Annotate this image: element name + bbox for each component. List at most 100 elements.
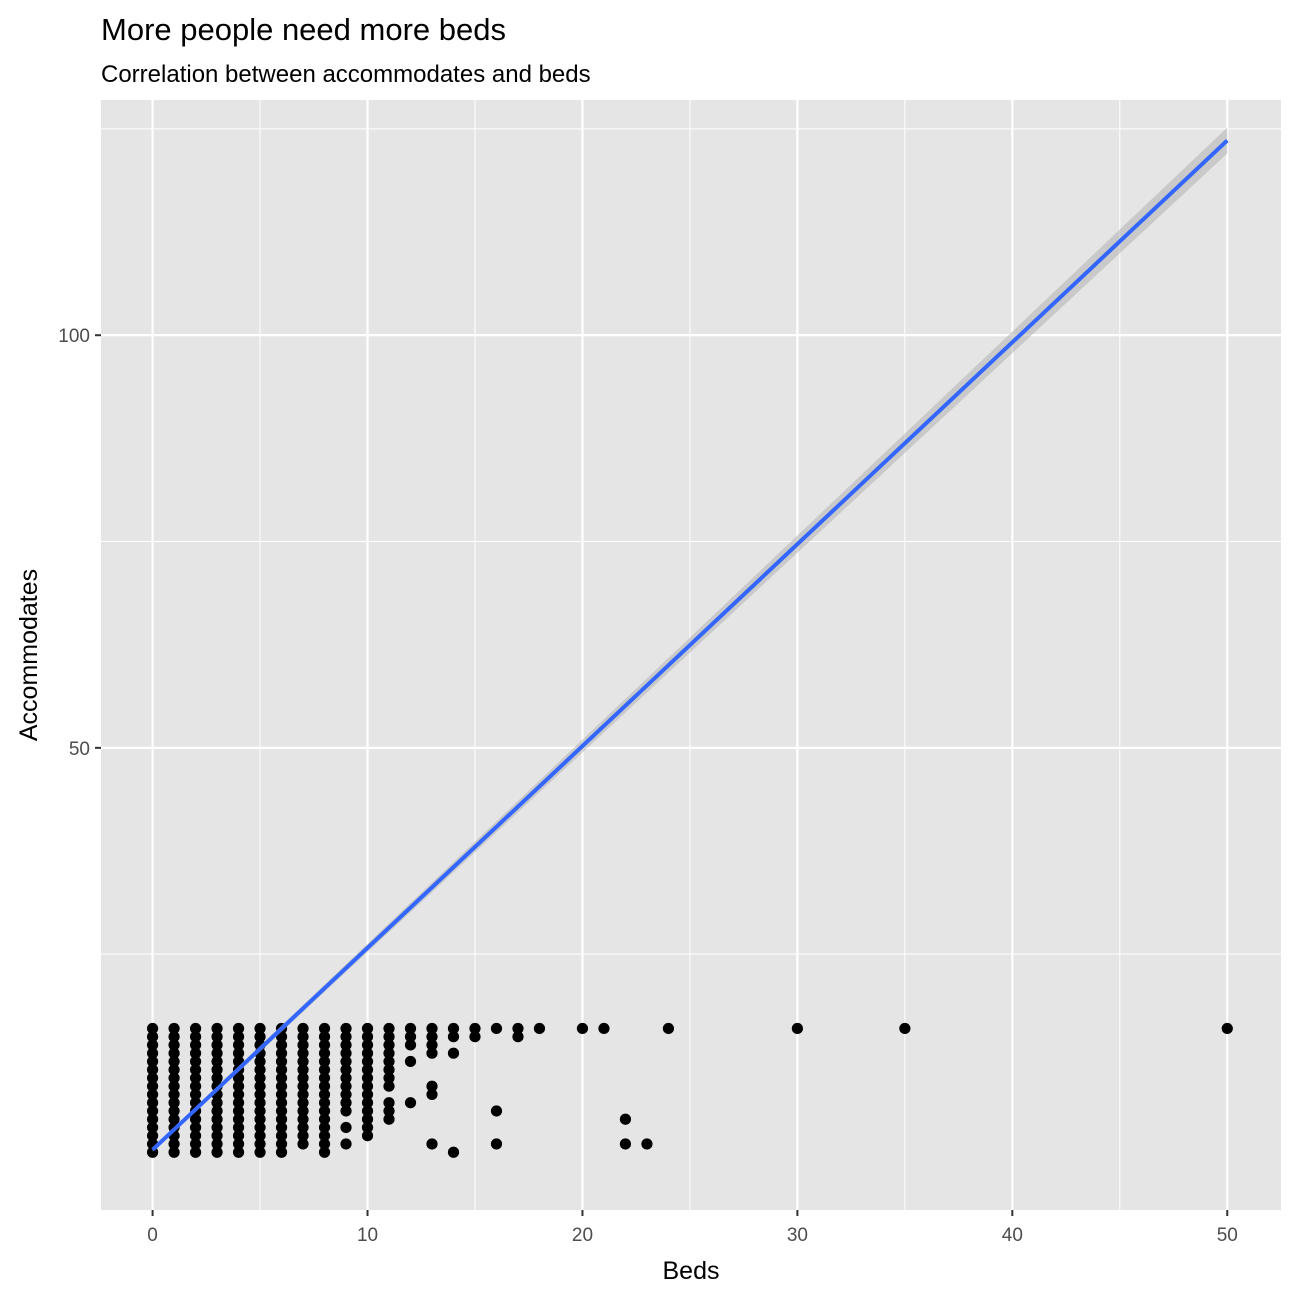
data-point: [275, 1097, 288, 1109]
data-point: [383, 1097, 395, 1109]
data-point: [146, 1064, 159, 1076]
data-point: [146, 1055, 159, 1068]
data-point: [232, 1121, 245, 1134]
data-point: [211, 1031, 223, 1043]
data-point: [426, 1022, 438, 1035]
data-point: [275, 1113, 288, 1125]
y-tick-label: 50: [69, 739, 90, 760]
data-point: [426, 1047, 438, 1059]
data-point: [168, 1113, 180, 1125]
data-point: [318, 1022, 331, 1035]
data-point: [211, 1130, 223, 1142]
data-point: [254, 1055, 266, 1068]
data-point: [426, 1138, 438, 1150]
data-point: [146, 1105, 159, 1117]
data-point: [447, 1031, 460, 1043]
data-point: [361, 1031, 374, 1043]
data-point: [146, 1121, 159, 1134]
data-point: [297, 1130, 309, 1142]
data-point: [211, 1146, 223, 1158]
data-point: [232, 1146, 245, 1158]
data-point: [340, 1064, 352, 1076]
data-point: [189, 1080, 202, 1092]
data-point: [619, 1113, 632, 1125]
scatter-points: [146, 1022, 1233, 1158]
data-point: [383, 1064, 395, 1076]
data-point: [189, 1138, 202, 1150]
data-point: [361, 1080, 374, 1092]
data-point: [340, 1072, 352, 1084]
data-point: [297, 1055, 309, 1068]
data-point: [469, 1022, 481, 1035]
data-point: [211, 1138, 223, 1150]
data-point: [189, 1064, 202, 1076]
data-point: [146, 1039, 159, 1051]
data-point: [447, 1022, 460, 1035]
data-point: [1221, 1022, 1233, 1035]
data-point: [254, 1088, 266, 1101]
data-point: [168, 1097, 180, 1109]
grid-minor: [101, 100, 1281, 1210]
y-axis: 50 100: [58, 326, 101, 760]
data-point: [318, 1031, 331, 1043]
data-point: [361, 1121, 374, 1134]
data-point: [318, 1039, 331, 1051]
data-point: [447, 1146, 460, 1158]
data-point: [297, 1031, 309, 1043]
data-point: [361, 1113, 374, 1125]
data-point: [512, 1022, 524, 1035]
data-point: [146, 1113, 159, 1125]
x-tick-label: 50: [1217, 1225, 1238, 1246]
data-point: [340, 1097, 352, 1109]
data-point: [297, 1072, 309, 1084]
data-point: [318, 1055, 331, 1068]
data-point: [297, 1080, 309, 1092]
data-point: [318, 1097, 331, 1109]
data-point: [404, 1022, 417, 1035]
data-point: [361, 1088, 374, 1101]
data-point: [189, 1039, 202, 1051]
data-point: [275, 1138, 288, 1150]
data-point: [232, 1113, 245, 1125]
data-point: [426, 1080, 438, 1092]
data-point: [297, 1022, 309, 1035]
data-point: [340, 1138, 352, 1150]
data-point: [232, 1031, 245, 1043]
data-point: [168, 1039, 180, 1051]
data-point: [189, 1130, 202, 1142]
x-tick-label: 0: [147, 1225, 158, 1246]
data-point: [189, 1146, 202, 1158]
data-point: [383, 1113, 395, 1125]
data-point: [340, 1055, 352, 1068]
data-point: [275, 1105, 288, 1117]
data-point: [232, 1039, 245, 1051]
data-point: [297, 1047, 309, 1059]
data-point: [340, 1105, 352, 1117]
data-point: [404, 1097, 417, 1109]
data-point: [275, 1146, 288, 1158]
data-point: [254, 1121, 266, 1134]
data-point: [318, 1146, 331, 1158]
data-point: [146, 1072, 159, 1084]
data-point: [318, 1138, 331, 1150]
data-point: [211, 1022, 223, 1035]
data-point: [318, 1064, 331, 1076]
data-point: [340, 1121, 352, 1134]
data-point: [189, 1121, 202, 1134]
data-point: [383, 1055, 395, 1068]
data-point: [232, 1047, 245, 1059]
data-point: [447, 1047, 460, 1059]
data-point: [254, 1097, 266, 1109]
data-point: [211, 1055, 223, 1068]
x-axis: 0 10 20 30 40 50: [147, 1210, 1238, 1246]
data-point: [361, 1047, 374, 1059]
data-point: [340, 1039, 352, 1051]
data-point: [254, 1146, 266, 1158]
data-point: [211, 1039, 223, 1051]
data-point: [598, 1022, 610, 1035]
data-point: [254, 1113, 266, 1125]
data-point: [404, 1039, 417, 1051]
data-point: [275, 1072, 288, 1084]
data-point: [318, 1088, 331, 1101]
